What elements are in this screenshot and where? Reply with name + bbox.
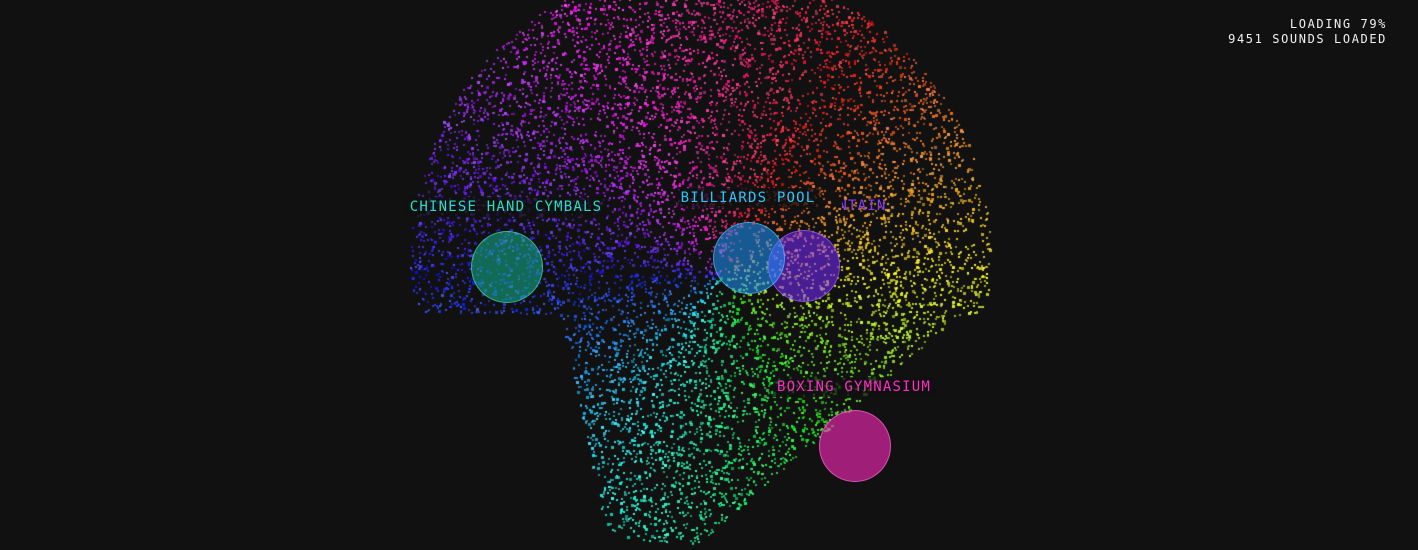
sound-bubble-boxing-gymnasium[interactable] — [819, 410, 891, 482]
sound-label-fountain[interactable]: FOUNTAIN — [805, 196, 890, 216]
loading-status: LOADING 79% 9451 SOUNDS LOADED — [1228, 17, 1387, 47]
sound-label-billiards-pool[interactable]: BILLIARDS POOL — [676, 188, 820, 208]
sound-label-boxing-gymnasium[interactable]: BOXING GYMNASIUM — [772, 377, 936, 397]
sound-bubble-chinese-hand-cymbals[interactable] — [471, 231, 543, 303]
sound-bubble-billiards-pool[interactable] — [713, 222, 785, 294]
sound-label-billiards-pool-text: BILLIARDS POOL — [680, 190, 816, 206]
sounds-loaded-count: 9451 SOUNDS LOADED — [1228, 32, 1387, 46]
sound-label-fountain-text: FOUNTAIN — [809, 198, 887, 214]
sound-label-chinese-hand-cymbals-text: CHINESE HAND CYMBALS — [409, 199, 603, 215]
sound-label-boxing-gymnasium-text: BOXING GYMNASIUM — [776, 379, 932, 395]
sound-label-chinese-hand-cymbals[interactable]: CHINESE HAND CYMBALS — [405, 197, 607, 217]
loading-progress-text: LOADING 79% — [1289, 17, 1387, 31]
